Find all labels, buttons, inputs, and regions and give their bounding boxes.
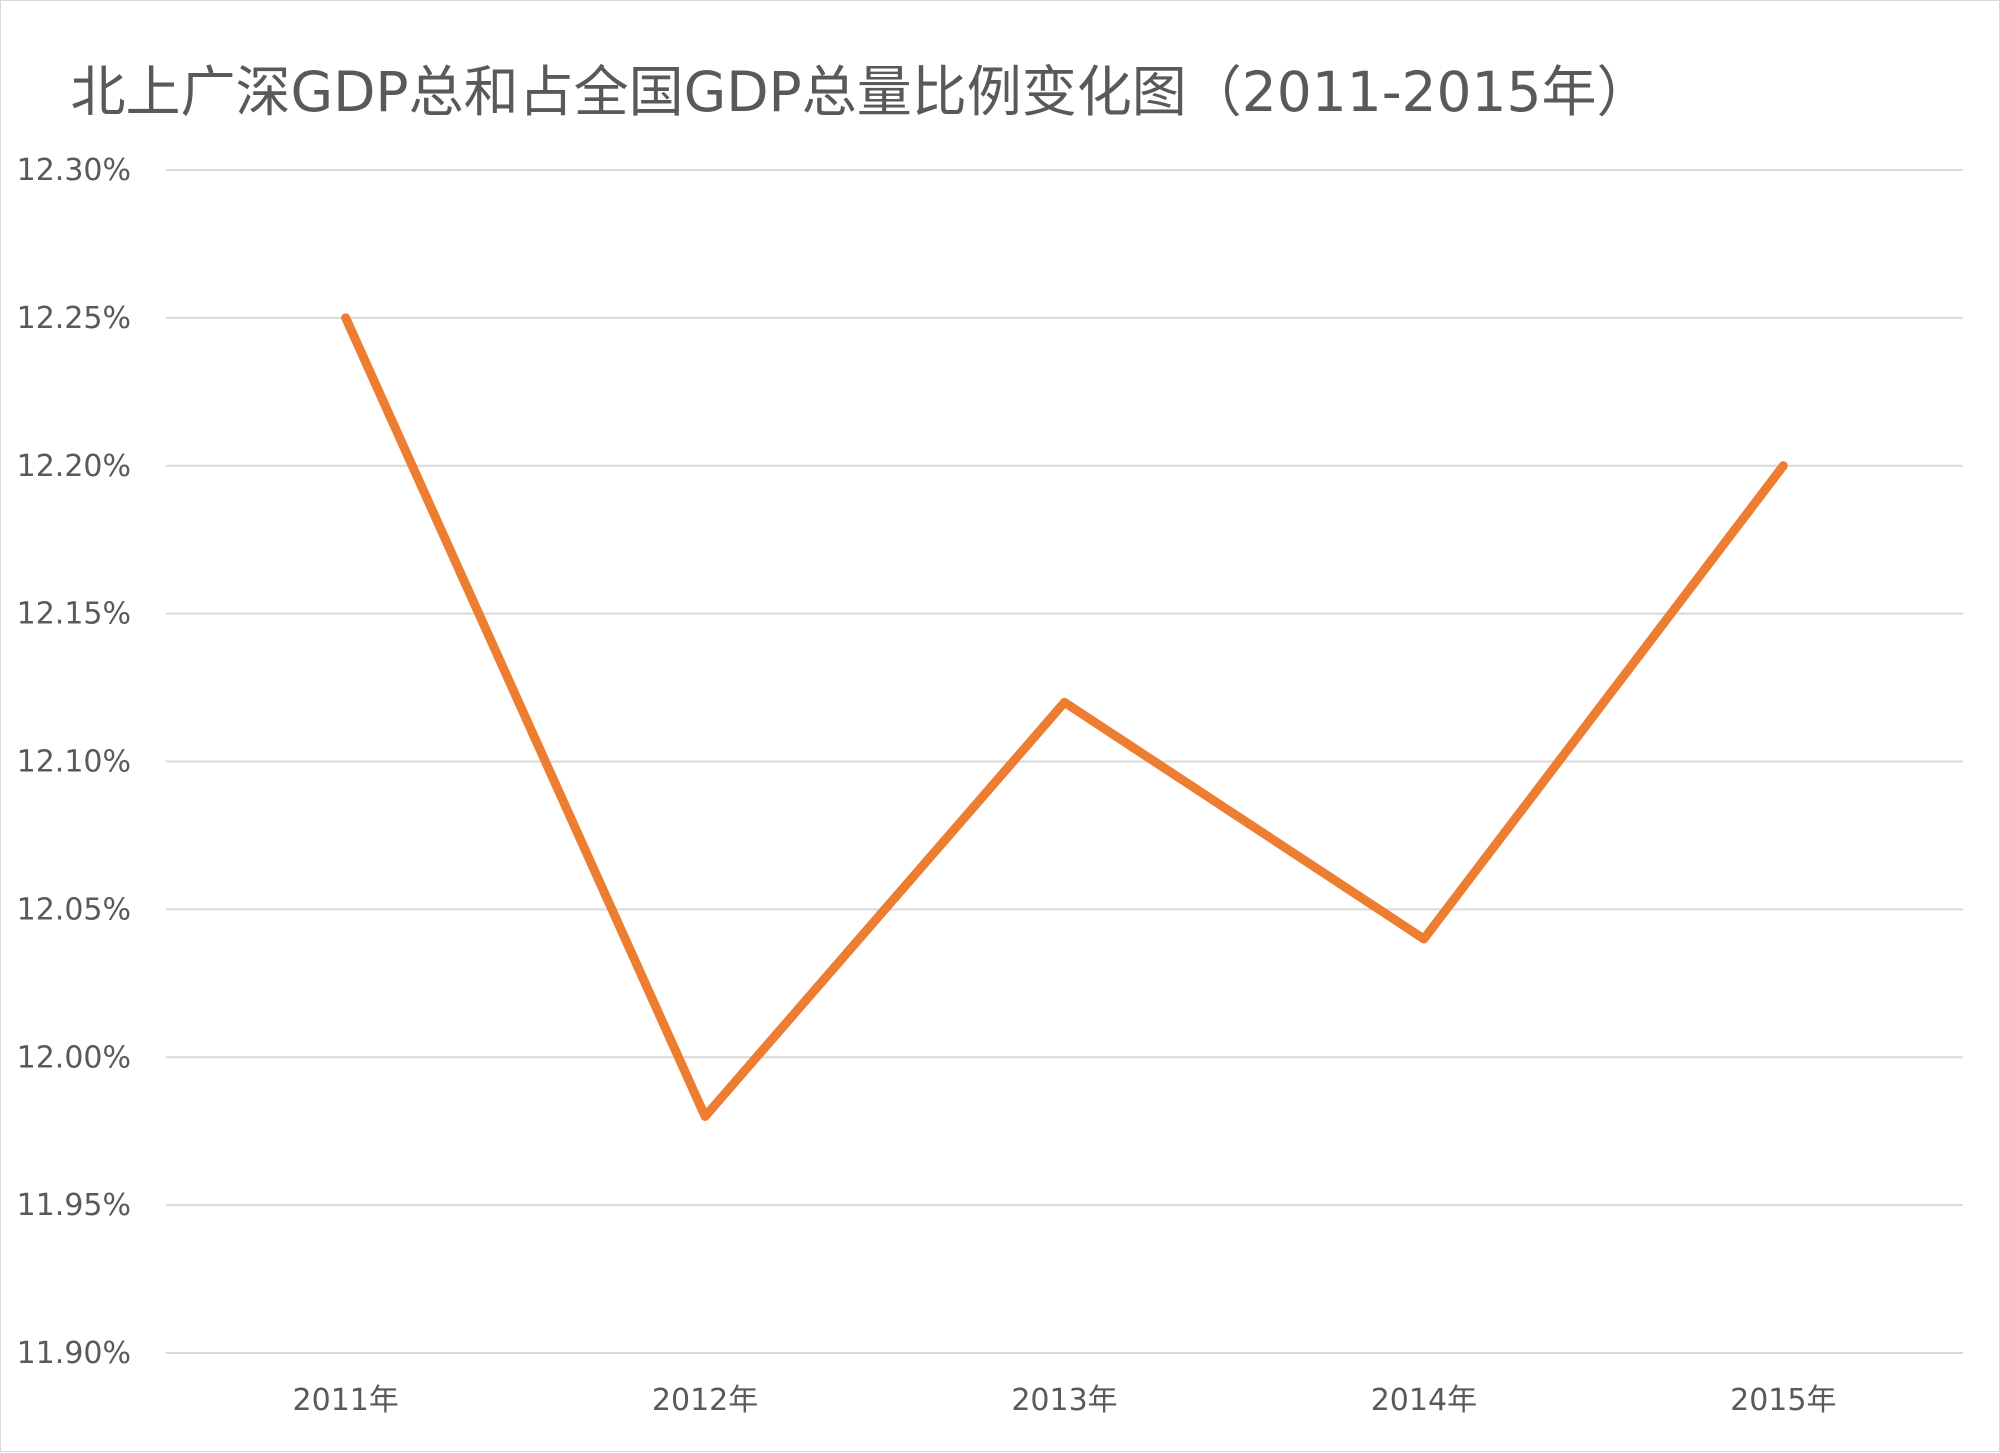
series-line xyxy=(341,313,1788,1121)
x-axis-ticks: 2011年 2012年 2013年 2014年 2015年 xyxy=(293,1383,1837,1418)
gridlines xyxy=(166,169,1963,1354)
data-point xyxy=(341,313,350,322)
chart-title: 北上广深GDP总和占全国GDP总量比例变化图（2011-2015年） xyxy=(70,60,1652,124)
data-point xyxy=(1419,934,1428,943)
y-axis-ticks: 11.90% 11.95% 12.00% 12.05% 12.10% 12.15% 12.2… xyxy=(17,153,131,1371)
y-tick-label: 12.25% xyxy=(17,301,131,336)
y-tick-label: 12.30% xyxy=(17,153,131,188)
y-tick-label: 12.05% xyxy=(17,892,131,927)
y-tick-label: 11.95% xyxy=(17,1188,131,1223)
y-tick-label: 12.20% xyxy=(17,449,131,484)
x-tick-label: 2011年 xyxy=(293,1383,399,1418)
data-point xyxy=(701,1112,710,1121)
y-tick-label: 12.15% xyxy=(17,597,131,632)
x-tick-label: 2014年 xyxy=(1371,1383,1477,1418)
y-tick-label: 12.10% xyxy=(17,745,131,780)
data-point xyxy=(1779,461,1788,470)
series-layer xyxy=(341,313,1788,1121)
data-point xyxy=(1060,698,1069,707)
x-tick-label: 2012年 xyxy=(652,1383,758,1418)
x-tick-label: 2015年 xyxy=(1730,1383,1836,1418)
y-tick-label: 11.90% xyxy=(17,1336,131,1371)
y-tick-label: 12.00% xyxy=(17,1040,131,1075)
x-tick-label: 2013年 xyxy=(1011,1383,1117,1418)
